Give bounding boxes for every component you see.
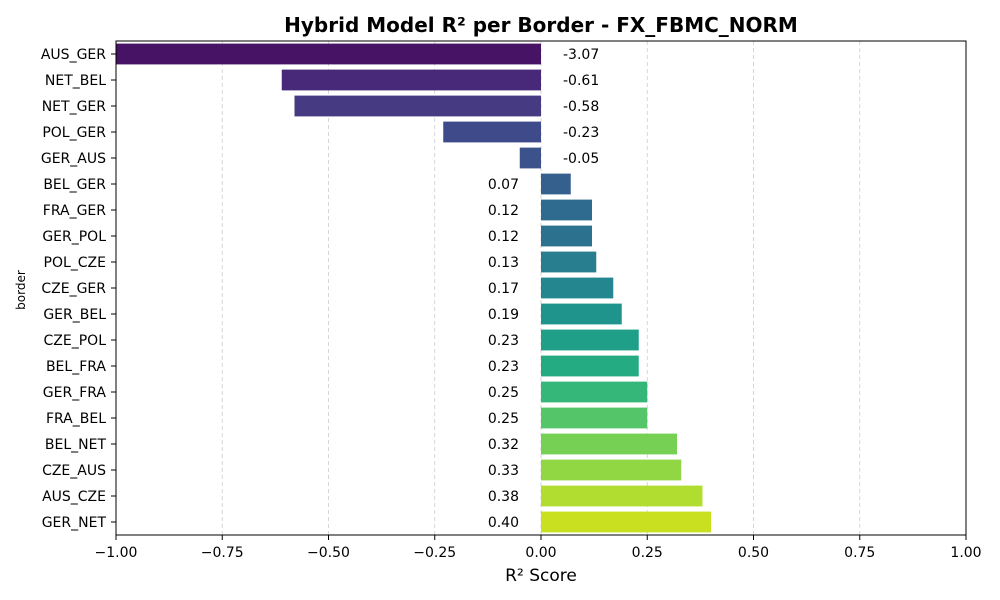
x-tick-label: 0.25 <box>632 545 663 561</box>
data-label: 0.32 <box>488 437 519 453</box>
bar <box>541 355 639 377</box>
y-tick-label: NET_BEL <box>45 73 106 89</box>
y-tick-label: GER_AUS <box>41 151 106 167</box>
data-label: 0.33 <box>488 463 519 479</box>
y-tick-label: CZE_AUS <box>42 463 106 479</box>
data-label: -0.05 <box>563 151 599 167</box>
y-tick-label: BEL_FRA <box>46 359 106 375</box>
bar <box>541 407 648 429</box>
y-tick-label: GER_BEL <box>43 307 106 323</box>
x-axis-ticks: −1.00 −0.75 −0.50 −0.25 0.00 0.25 0.50 0.75 1.00 <box>95 535 982 561</box>
data-label: 0.07 <box>488 177 519 193</box>
y-tick-label: CZE_GER <box>41 281 106 297</box>
bar <box>541 251 597 273</box>
x-tick-label: −0.75 <box>201 545 244 561</box>
y-tick-label: BEL_GER <box>43 177 106 193</box>
data-label: 0.38 <box>488 489 519 505</box>
y-tick-label: CZE_POL <box>44 333 107 349</box>
y-tick-label: POL_CZE <box>44 255 106 271</box>
data-label: 0.12 <box>488 203 519 219</box>
x-tick-label: −0.50 <box>307 545 350 561</box>
y-tick-label: POL_GER <box>42 125 106 141</box>
data-label: 0.40 <box>488 515 519 531</box>
bar <box>541 329 639 351</box>
data-label: 0.25 <box>488 385 519 401</box>
y-tick-label: BEL_NET <box>45 437 107 453</box>
bar <box>116 43 541 65</box>
data-label: 0.25 <box>488 411 519 427</box>
x-tick-label: −1.00 <box>95 545 138 561</box>
data-label: 0.17 <box>488 281 519 297</box>
x-tick-label: 0.00 <box>525 545 556 561</box>
data-label: 0.19 <box>488 307 519 323</box>
bar <box>541 225 592 247</box>
x-tick-label: 0.50 <box>738 545 769 561</box>
x-tick-label: 1.00 <box>950 545 981 561</box>
bar <box>541 173 571 195</box>
bar <box>443 121 541 143</box>
bar <box>294 95 541 117</box>
data-label: 0.13 <box>488 255 519 271</box>
data-label: 0.23 <box>488 333 519 349</box>
y-axis-ticks: AUS_GER NET_BEL NET_GER POL_GER GER_AUS BEL_G… <box>41 47 116 531</box>
y-tick-label: GER_FRA <box>43 385 107 401</box>
bar <box>541 511 711 533</box>
data-label: -0.58 <box>563 99 599 115</box>
y-tick-label: GER_NET <box>42 515 107 531</box>
bar <box>541 459 682 481</box>
bar <box>541 199 592 221</box>
data-label: -3.07 <box>563 47 599 63</box>
data-label: 0.12 <box>488 229 519 245</box>
y-axis-label: border <box>14 270 28 310</box>
bar <box>541 433 677 455</box>
bar <box>541 303 622 325</box>
y-tick-label: FRA_BEL <box>46 411 106 427</box>
data-label: -0.61 <box>563 73 599 89</box>
x-axis-label: R² Score <box>505 566 577 586</box>
bar <box>541 277 614 299</box>
bar <box>541 381 648 403</box>
chart-title: Hybrid Model R² per Border - FX_FBMC_NOR… <box>284 13 798 37</box>
bar <box>281 69 541 91</box>
y-tick-label: NET_GER <box>42 99 107 115</box>
y-tick-label: GER_POL <box>42 229 106 245</box>
data-label: 0.23 <box>488 359 519 375</box>
bar <box>519 147 541 169</box>
x-tick-label: 0.75 <box>844 545 875 561</box>
y-tick-label: FRA_GER <box>43 203 106 219</box>
data-label: -0.23 <box>563 125 599 141</box>
x-tick-label: −0.25 <box>413 545 456 561</box>
bars <box>116 43 711 533</box>
y-tick-label: AUS_GER <box>41 47 106 63</box>
y-tick-label: AUS_CZE <box>42 489 106 505</box>
data-labels: -3.07 -0.61 -0.58 -0.23 -0.05 0.07 0.12 0.12 0.1… <box>488 47 599 531</box>
bar <box>541 485 703 507</box>
